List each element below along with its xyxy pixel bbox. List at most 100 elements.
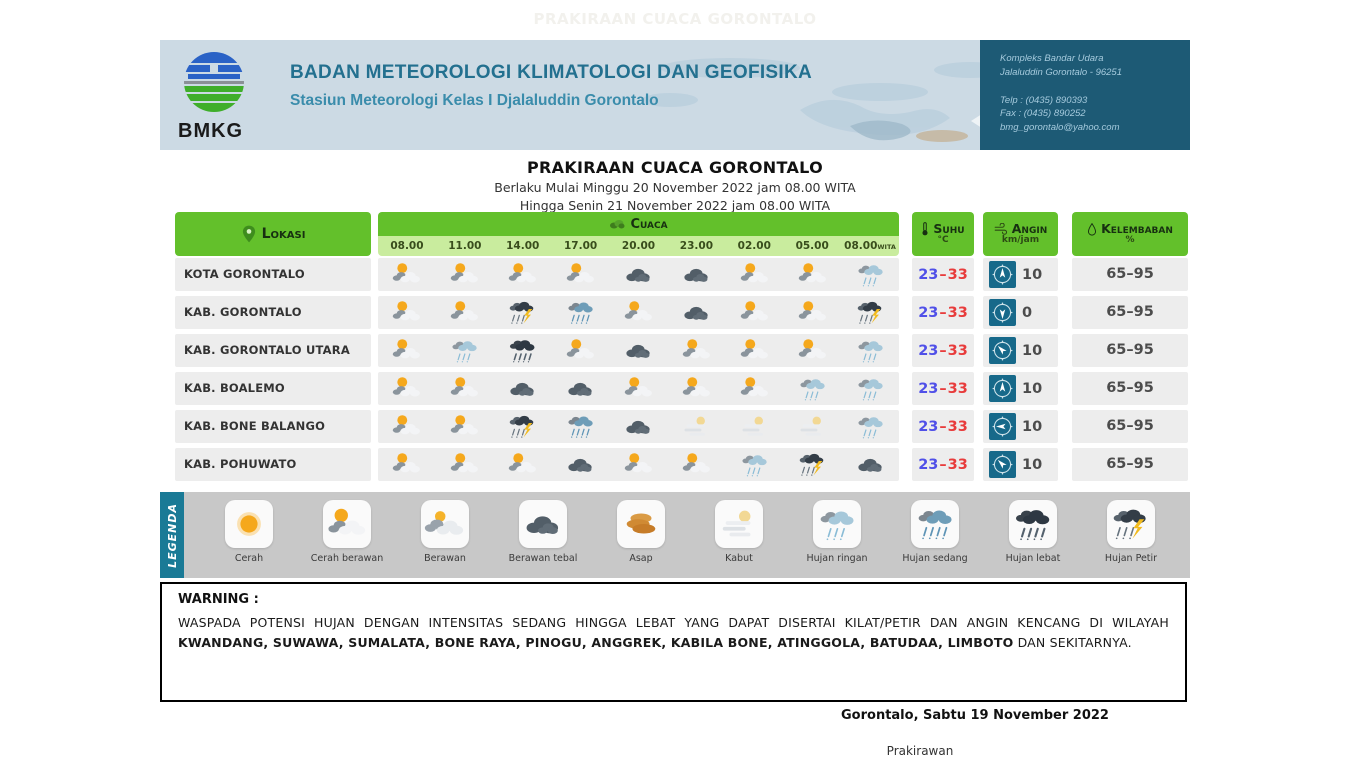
legend-item: Kabut bbox=[690, 500, 788, 564]
weather-icons-cell bbox=[378, 448, 899, 481]
location-label: KAB. GORONTALO UTARA bbox=[175, 334, 371, 367]
hujan-petir-icon bbox=[1107, 500, 1155, 548]
cerah-berawan-icon bbox=[725, 372, 783, 405]
kabut-icon bbox=[667, 410, 725, 443]
berawan-tebal-icon bbox=[552, 372, 610, 405]
temp-dash: – bbox=[939, 418, 947, 435]
time-header: 02.00 bbox=[737, 240, 771, 252]
cerah-berawan-icon bbox=[552, 334, 610, 367]
hujan-sedang-icon bbox=[552, 296, 610, 329]
kabut-icon bbox=[715, 500, 763, 548]
footer-signer: Prakirawan bbox=[886, 744, 954, 758]
temperature-range: 23–33 bbox=[912, 258, 974, 291]
angin-header-label: Angin bbox=[1011, 221, 1048, 237]
berawan-tebal-icon bbox=[610, 410, 668, 443]
hujan-ringan-icon bbox=[841, 258, 899, 291]
wind-direction-compass-icon bbox=[989, 413, 1016, 440]
weather-icons-cell bbox=[378, 334, 899, 367]
humidity-range: 65–95 bbox=[1072, 410, 1188, 443]
bmkg-logo-label: BMKG bbox=[178, 120, 244, 142]
weather-icons-cell bbox=[378, 296, 899, 329]
asap-icon bbox=[617, 500, 665, 548]
weather-icons-cell bbox=[378, 258, 899, 291]
berawan-tebal-icon bbox=[667, 296, 725, 329]
title-block: PRAKIRAAN CUACA GORONTALO Berlaku Mulai … bbox=[160, 158, 1190, 213]
validity-line-1: Berlaku Mulai Minggu 20 November 2022 ja… bbox=[494, 180, 856, 195]
forecast-rows: KOTA GORONTALO 23–33 10 65–95 KAB. GORONTALO… bbox=[160, 258, 1190, 486]
cerah-berawan-icon bbox=[610, 372, 668, 405]
legend-item-label: Cerah bbox=[234, 553, 264, 564]
cerah-berawan-icon bbox=[610, 448, 668, 481]
temp-dash: – bbox=[939, 342, 947, 359]
hujan-petir-icon bbox=[494, 410, 552, 443]
hujan-ringan-icon bbox=[841, 372, 899, 405]
cerah-berawan-icon bbox=[378, 296, 436, 329]
legend-item: Hujan lebat bbox=[984, 500, 1082, 564]
legend-item-label: Hujan sedang bbox=[902, 553, 968, 564]
time-header: 23.00 bbox=[679, 240, 713, 252]
bmkg-logo: BMKG bbox=[178, 48, 288, 143]
time-header: 08.00WITA bbox=[844, 240, 896, 252]
temp-min-value: 23 bbox=[918, 456, 939, 473]
cerah-berawan-icon bbox=[725, 258, 783, 291]
hujan-petir-icon bbox=[783, 448, 841, 481]
wind-direction-compass-icon bbox=[989, 375, 1016, 402]
cerah-berawan-icon bbox=[494, 448, 552, 481]
legend-item-label: Hujan Petir bbox=[1104, 553, 1158, 564]
temp-dash: – bbox=[939, 304, 947, 321]
legend-item: Hujan Petir bbox=[1082, 500, 1180, 564]
time-suffix: WITA bbox=[877, 243, 896, 251]
berawan-tebal-icon bbox=[667, 258, 725, 291]
wind-speed-value: 10 bbox=[1022, 266, 1043, 283]
cerah-berawan-icon bbox=[378, 448, 436, 481]
warning-text: WASPADA POTENSI HUJAN DENGAN INTENSITAS … bbox=[178, 615, 1169, 650]
temperature-range: 23–33 bbox=[912, 296, 974, 329]
temp-min-value: 23 bbox=[918, 304, 939, 321]
cerah-berawan-icon bbox=[494, 258, 552, 291]
temp-min-value: 23 bbox=[918, 266, 939, 283]
legend-item: Berawan tebal bbox=[494, 500, 592, 564]
legend-item-label: Asap bbox=[629, 553, 653, 564]
hujan-ringan-icon bbox=[841, 410, 899, 443]
table-row: KAB. GORONTALO UTARA 23–33 10 65–95 bbox=[160, 334, 1190, 367]
wind-cell: 10 bbox=[983, 410, 1058, 443]
wind-speed-value: 10 bbox=[1022, 342, 1043, 359]
berawan-tebal-icon bbox=[519, 500, 567, 548]
indonesia-map-silhouette bbox=[642, 55, 1110, 142]
angin-unit-label: km/jam bbox=[1001, 234, 1040, 245]
temperature-range: 23–33 bbox=[912, 372, 974, 405]
thermometer-icon bbox=[922, 222, 928, 236]
temp-max-value: 33 bbox=[947, 418, 968, 435]
legend-item: Hujan ringan bbox=[788, 500, 886, 564]
hujan-ringan-icon bbox=[813, 500, 861, 548]
kelembaban-header-label: Kelembaban bbox=[1101, 221, 1173, 237]
wind-cell: 10 bbox=[983, 258, 1058, 291]
berawan-tebal-icon bbox=[610, 334, 668, 367]
humidity-range: 65–95 bbox=[1072, 372, 1188, 405]
hujan-lebat-icon bbox=[1009, 500, 1057, 548]
address-telp: Telp : (0435) 890393 bbox=[1000, 94, 1088, 106]
suhu-unit-label: °C bbox=[937, 235, 949, 246]
table-row: KOTA GORONTALO 23–33 10 65–95 bbox=[160, 258, 1190, 291]
temp-max-value: 33 bbox=[947, 304, 968, 321]
cerah-berawan-icon bbox=[436, 372, 494, 405]
humidity-range: 65–95 bbox=[1072, 334, 1188, 367]
watermark-title: PRAKIRAAN CUACA GORONTALO bbox=[533, 10, 817, 28]
berawan-tebal-icon bbox=[552, 448, 610, 481]
suhu-header: Suhu °C bbox=[912, 212, 974, 256]
cerah-berawan-icon bbox=[725, 296, 783, 329]
legend-item-label: Berawan bbox=[424, 553, 466, 564]
cerah-berawan-icon bbox=[378, 258, 436, 291]
wind-cell: 10 bbox=[983, 372, 1058, 405]
kelembaban-header: Kelembaban % bbox=[1072, 212, 1188, 256]
cerah-berawan-icon bbox=[436, 410, 494, 443]
wind-speed-value: 0 bbox=[1022, 304, 1033, 321]
cerah-berawan-icon bbox=[436, 296, 494, 329]
location-pin-icon bbox=[242, 225, 255, 243]
legend-tab: LEGENDA bbox=[160, 492, 184, 578]
address-email: bmg_gorontalo@yahoo.com bbox=[1000, 122, 1120, 134]
legend-item-label: Kabut bbox=[725, 553, 753, 564]
cerah-berawan-icon bbox=[323, 500, 371, 548]
wind-cell: 10 bbox=[983, 448, 1058, 481]
